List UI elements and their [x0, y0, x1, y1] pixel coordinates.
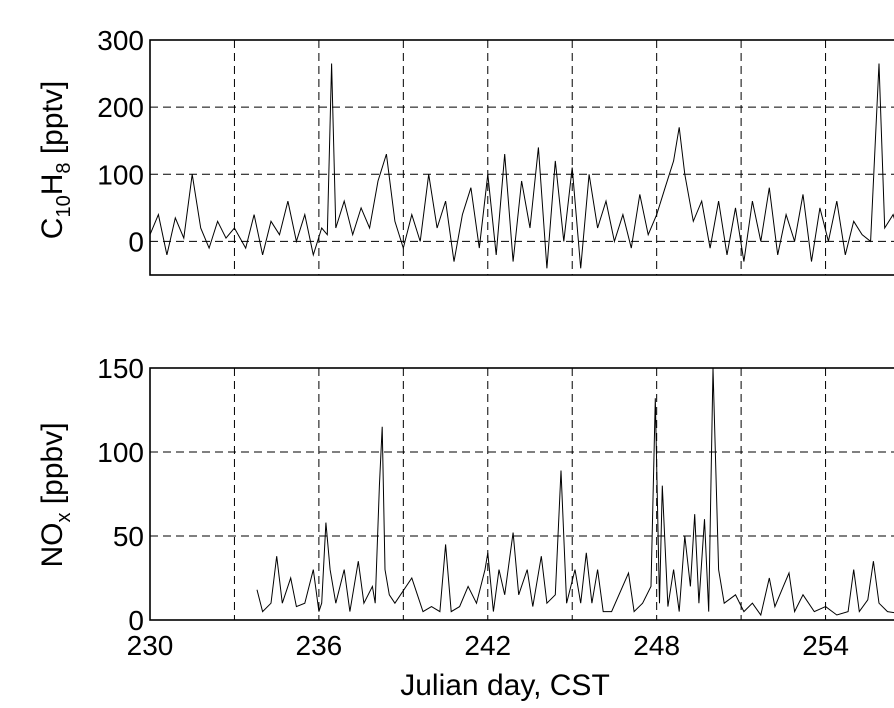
- top-y-axis-label: C10H8 [pptv]: [36, 81, 75, 239]
- y-tick-label: 0: [128, 226, 144, 257]
- bottom-y-axis-label: NOx [ppbv]: [36, 422, 75, 567]
- nox-panel: 0 50 100 150 230 236 242 248 254 NOx [ppbv] Jul…: [36, 353, 894, 702]
- y-tick-label: 100: [97, 437, 144, 468]
- top-plot-frame: [149, 39, 894, 276]
- bottom-y-tick-labels: 0 50 100 150: [97, 353, 144, 636]
- bottom-gridlines: [150, 368, 894, 620]
- y-tick-label: 100: [97, 159, 144, 190]
- bottom-plot-frame: [149, 367, 894, 621]
- y-tick-label: 50: [113, 521, 144, 552]
- top-y-tick-labels: 0 100 200 300: [97, 25, 144, 257]
- y-tick-label: 300: [97, 25, 144, 56]
- naphthalene-panel: 0 100 200 300 C10H8 [pptv]: [36, 25, 894, 276]
- bottom-x-tick-labels: 230 236 242 248 254: [127, 630, 849, 661]
- nox-series-line: [256, 367, 894, 617]
- x-axis-label: Julian day, CST: [400, 669, 610, 702]
- y-tick-label: 0: [128, 605, 144, 636]
- y-tick-label: 150: [97, 353, 144, 384]
- top-gridlines: [150, 40, 894, 275]
- x-tick-label: 230: [127, 630, 174, 661]
- x-tick-label: 242: [464, 630, 511, 661]
- x-tick-label: 254: [802, 630, 849, 661]
- x-tick-label: 248: [633, 630, 680, 661]
- x-tick-label: 236: [296, 630, 343, 661]
- naphthalene-series-line: [149, 63, 894, 269]
- y-tick-label: 200: [97, 92, 144, 123]
